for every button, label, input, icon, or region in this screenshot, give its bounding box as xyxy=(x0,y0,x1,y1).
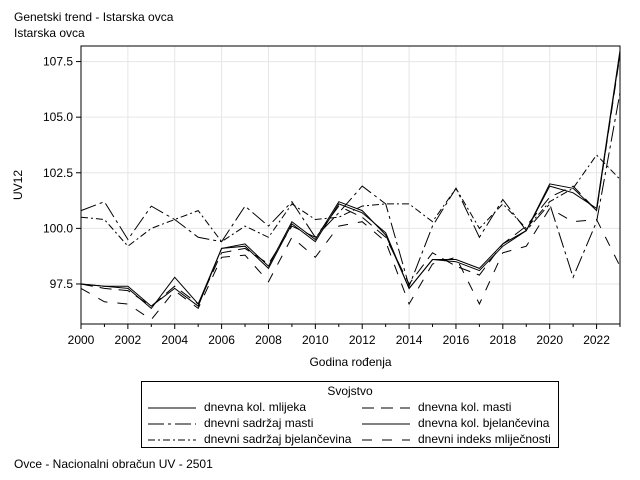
legend-label: dnevni sadržaj bjelančevina xyxy=(204,432,352,446)
series-line-5 xyxy=(80,154,621,247)
y-tick-label: 100.0 xyxy=(43,221,73,235)
x-tick-label: 2006 xyxy=(208,333,235,347)
x-tick-label: 2018 xyxy=(489,333,516,347)
x-axis-label: Godina rođenja xyxy=(309,355,391,369)
series-lines xyxy=(80,50,621,321)
y-tick-label: 97.5 xyxy=(50,277,74,291)
x-tick-label: 2004 xyxy=(161,333,188,347)
x-tick-label: 2016 xyxy=(443,333,470,347)
series-line-1 xyxy=(80,52,621,307)
series-line-4 xyxy=(80,50,621,310)
series-line-3 xyxy=(80,92,621,288)
x-axis: 2000 2002 2004 2006 2008 2010 2012 2014 2016 2018… xyxy=(68,324,621,347)
legend-swatch xyxy=(148,407,196,409)
series-line-2 xyxy=(80,54,621,307)
legend-label: dnevna kol. masti xyxy=(418,400,512,414)
legend-label: dnevna kol. mlijeka xyxy=(204,400,307,414)
legend-swatch xyxy=(148,439,196,441)
legend-label: dnevna kol. bjelančevina xyxy=(418,416,550,430)
y-tick-label: 107.5 xyxy=(43,55,73,69)
x-tick-label: 2020 xyxy=(536,333,563,347)
grid xyxy=(80,46,620,324)
y-axis: 97.5 100.0 102.5 105.0 107.5 xyxy=(43,55,81,291)
x-tick-label: 2014 xyxy=(396,333,423,347)
y-tick-label: 102.5 xyxy=(43,166,73,180)
legend-title: Svojstvo xyxy=(327,384,373,398)
plot-frame xyxy=(80,45,621,325)
y-axis-label: UV12 xyxy=(11,170,25,200)
x-tick-label: 2022 xyxy=(583,333,610,347)
x-tick-label: 2012 xyxy=(349,333,376,347)
legend-swatch xyxy=(362,407,410,409)
legend: Svojstvo dnevna kol. mlijeka dnevna kol. … xyxy=(141,381,559,448)
series-line-6 xyxy=(80,207,621,321)
chart-subtitle: Istarska ovca xyxy=(14,26,85,40)
x-tick-label: 2000 xyxy=(68,333,95,347)
x-tick-label: 2008 xyxy=(255,333,282,347)
chart-title: Genetski trend - Istarska ovca xyxy=(14,10,174,24)
legend-label: dnevni indeks mliječnosti xyxy=(418,432,551,446)
legend-swatch xyxy=(362,439,410,441)
x-tick-label: 2010 xyxy=(302,333,329,347)
footnote: Ovce - Nacionalni obračun UV - 2501 xyxy=(14,457,213,471)
legend-swatch xyxy=(148,423,196,425)
x-tick-label: 2002 xyxy=(115,333,142,347)
legend-label: dnevni sadržaj masti xyxy=(204,416,314,430)
legend-swatch xyxy=(362,423,410,425)
y-tick-label: 105.0 xyxy=(43,110,73,124)
